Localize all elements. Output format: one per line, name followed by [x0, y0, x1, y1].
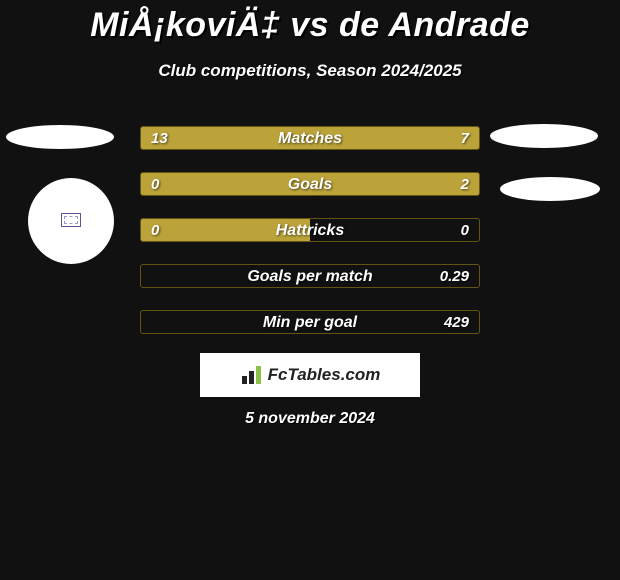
- decor-ellipse: [490, 124, 598, 148]
- brand-box: FcTables.com: [200, 353, 420, 397]
- comparison-bars: Matches137 Goals02 Hattricks00 Goals per ma…: [140, 126, 480, 356]
- decor-ellipse: [500, 177, 600, 201]
- page-subtitle: Club competitions, Season 2024/2025: [0, 61, 620, 81]
- brand-text: FcTables.com: [268, 365, 381, 385]
- comparison-infographic: MiÅ¡koviÄ‡ vs de Andrade Club competitio…: [0, 0, 620, 580]
- team-flag-icon: [61, 213, 81, 227]
- bar-label: Goals per match: [141, 265, 479, 287]
- bar-value-right: 0.29: [440, 265, 469, 287]
- bar-row: Matches137: [140, 126, 480, 150]
- bar-left-fill: [141, 219, 310, 241]
- bar-row: Min per goal429: [140, 310, 480, 334]
- date-label: 5 november 2024: [0, 410, 620, 428]
- decor-ellipse: [6, 125, 114, 149]
- bar-value-right: 429: [444, 311, 469, 333]
- bar-right-fill: [202, 173, 479, 195]
- bar-row: Goals per match0.29: [140, 264, 480, 288]
- bar-right-fill: [361, 127, 479, 149]
- bar-left-fill: [141, 127, 361, 149]
- bar-value-right: 0: [461, 219, 469, 241]
- bar-left-fill: [141, 173, 202, 195]
- bar-row: Goals02: [140, 172, 480, 196]
- brand-logo-icon: [240, 366, 262, 384]
- page-title: MiÅ¡koviÄ‡ vs de Andrade: [0, 0, 620, 45]
- bar-label: Min per goal: [141, 311, 479, 333]
- bar-row: Hattricks00: [140, 218, 480, 242]
